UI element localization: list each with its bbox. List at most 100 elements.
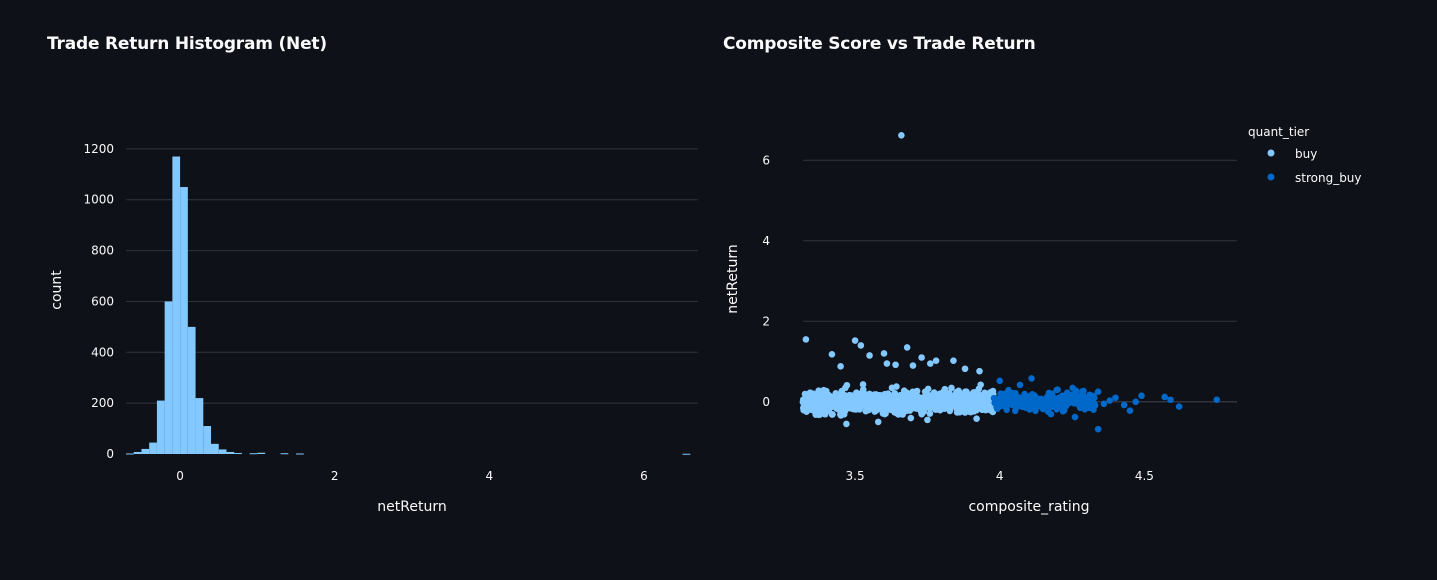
scatter-point: [879, 410, 887, 417]
y-tick-label: 0: [106, 447, 114, 461]
x-axis-label: netReturn: [377, 499, 446, 515]
histogram-bar: [211, 443, 219, 454]
histogram-bar: [296, 453, 304, 455]
scatter-point: [1100, 400, 1108, 408]
histogram-bar: [218, 449, 227, 454]
scatter-point: [802, 336, 810, 343]
scatter-point: [881, 399, 889, 407]
scatter-point: [940, 395, 948, 402]
y-axis-label: netReturn: [725, 244, 741, 313]
scatter-point: [865, 406, 872, 414]
x-tick-label: 3.5: [846, 469, 865, 483]
scatter-point: [1138, 392, 1145, 400]
scatter-point: [918, 406, 925, 414]
series-strong_buy: [990, 375, 1221, 433]
scatter-point: [1091, 402, 1099, 409]
histogram-bar: [156, 400, 165, 454]
scatter-point: [1085, 404, 1093, 412]
scatter-point: [807, 396, 814, 404]
scatter-point: [927, 360, 934, 367]
scatter-point: [891, 391, 899, 398]
scatter-point: [842, 399, 850, 407]
histogram-panel: Trade Return Histogram (Net) 0 200 400 600 8…: [0, 0, 710, 580]
histogram-bar: [164, 301, 173, 454]
scatter-point: [1161, 393, 1168, 401]
histogram-bar: [203, 426, 212, 454]
histogram-bar: [226, 451, 235, 454]
scatter-point: [903, 344, 911, 351]
histogram-bar: [126, 453, 134, 455]
y-axis-label: count: [49, 270, 65, 310]
y-tick-label: 400: [91, 345, 114, 359]
histogram-bar: [195, 398, 204, 454]
histogram-bar: [149, 442, 157, 454]
scatter-point: [993, 405, 1001, 413]
scatter-point: [1094, 388, 1102, 396]
scatter-point: [859, 398, 867, 406]
scatter-point: [893, 397, 901, 405]
scatter-point: [880, 350, 888, 357]
histogram-bar: [133, 451, 142, 454]
scatter-point: [1112, 394, 1119, 402]
scatter-point: [842, 384, 849, 392]
legend-marker-buy: [1267, 149, 1275, 157]
scatter-point: [892, 361, 899, 369]
scatter-point: [1003, 402, 1010, 410]
scatter-point: [1032, 404, 1039, 412]
scatter-point: [1213, 396, 1221, 404]
scatter-point: [1028, 375, 1035, 382]
scatter-point: [1048, 403, 1055, 411]
scatter-point: [961, 365, 969, 373]
scatter-point: [836, 404, 844, 412]
scatter-point: [1021, 390, 1028, 398]
histogram-bar: [187, 326, 196, 454]
y-tick-label: 1000: [83, 193, 114, 207]
scatter-point: [930, 403, 937, 411]
scatter-point: [1015, 394, 1023, 402]
scatter-point: [948, 384, 955, 392]
scatter-point: [1126, 407, 1134, 414]
scatter-point: [932, 357, 940, 365]
scatter-point: [1010, 389, 1017, 397]
scatter-point: [999, 395, 1006, 402]
histogram-bar: [141, 448, 150, 454]
y-tick-label: 2: [762, 314, 770, 328]
histogram-bar: [682, 453, 691, 455]
scatter-point: [909, 362, 917, 369]
scatter-point: [815, 402, 822, 409]
scatter-point: [970, 399, 978, 407]
y-tick-label: 0: [762, 395, 770, 409]
scatter-point: [807, 403, 815, 410]
scatter-point: [1079, 388, 1086, 395]
y-tick-label: 6: [762, 153, 770, 167]
histogram-title: Trade Return Histogram (Net): [47, 34, 327, 54]
scatter-point: [950, 357, 957, 365]
scatter-point: [986, 406, 994, 414]
legend-label-buy: buy: [1295, 147, 1317, 161]
scatter-point: [1090, 392, 1098, 400]
scatter-point: [930, 389, 938, 396]
scatter-point: [919, 399, 926, 407]
scatter-point: [973, 415, 980, 422]
scatter-point: [1175, 403, 1183, 410]
y-tick-label: 600: [91, 294, 114, 308]
y-tick-label: 4: [762, 234, 770, 248]
scatter-point: [807, 391, 814, 398]
scatter-point: [961, 409, 969, 416]
scatter-point: [909, 388, 917, 396]
x-axis-label: composite_rating: [968, 499, 1089, 515]
histogram-bar: [257, 452, 266, 454]
scatter-point: [926, 410, 934, 417]
histogram-bar: [180, 187, 188, 454]
scatter-point: [1059, 407, 1067, 415]
scatter-point: [874, 418, 882, 426]
scatter-point: [1120, 401, 1128, 409]
scatter-point: [1069, 384, 1076, 392]
scatter-point: [1094, 425, 1102, 433]
x-tick-label: 4: [485, 469, 493, 483]
scatter-point: [828, 402, 836, 410]
scatter-point: [1084, 396, 1092, 404]
scatter-panel: Composite Score vs Trade Return 0 2 4 6 3.5 4…: [710, 0, 1437, 580]
scatter-point: [1132, 398, 1140, 406]
scatter-point: [1013, 403, 1021, 411]
